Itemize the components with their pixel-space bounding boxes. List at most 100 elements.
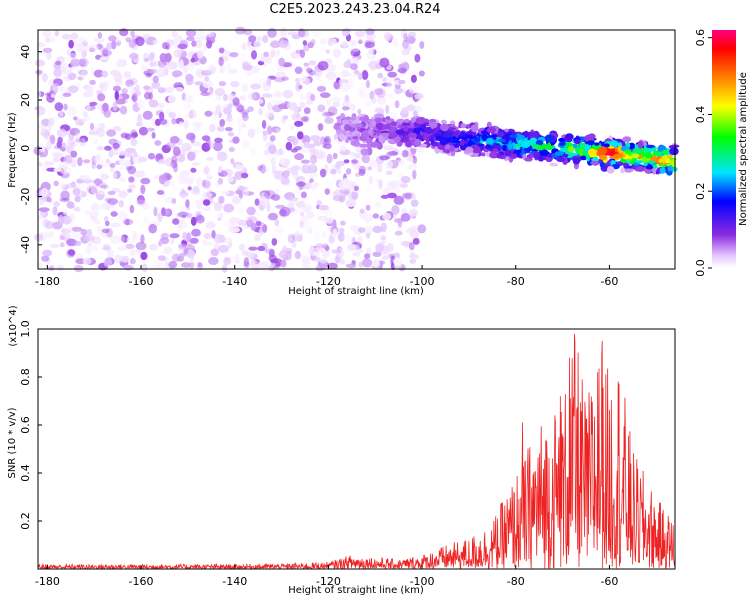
heatmap-cell <box>44 231 55 238</box>
heatmap-cell <box>283 115 288 119</box>
heatmap-cell <box>230 95 235 100</box>
heatmap-cell <box>80 118 86 123</box>
heatmap-cell <box>52 83 59 92</box>
heatmap-cell <box>286 142 292 151</box>
heatmap-cell <box>229 228 240 232</box>
heatmap-cell <box>272 238 278 246</box>
heatmap-cell <box>149 100 159 108</box>
heatmap-cell <box>338 80 342 84</box>
heatmap-cell <box>46 51 52 60</box>
heatmap-cell <box>262 120 266 129</box>
heatmap-cell <box>386 243 393 252</box>
heatmap-cell <box>184 120 189 129</box>
heatmap-cell <box>58 215 64 225</box>
heatmap-cell <box>183 248 188 254</box>
heatmap-cell <box>313 251 321 256</box>
y-tick-label: 0 <box>19 145 32 152</box>
heatmap-cell <box>190 168 196 173</box>
heatmap-cell <box>196 215 205 224</box>
heatmap-cell <box>306 164 315 172</box>
heatmap-cell <box>99 57 109 61</box>
heatmap-cell <box>248 35 256 42</box>
heatmap-cell <box>376 88 386 98</box>
heatmap-cell <box>342 106 350 110</box>
heatmap-cell <box>130 31 135 37</box>
heatmap-cell <box>250 84 261 90</box>
heatmap-cell <box>402 150 409 157</box>
heatmap-cell <box>350 63 358 70</box>
heatmap-cell <box>303 40 307 46</box>
heatmap-cell <box>497 153 502 159</box>
heatmap-cell <box>83 258 92 265</box>
heatmap-cell <box>57 265 65 272</box>
heatmap-cell <box>358 236 363 245</box>
heatmap-cell <box>131 95 135 101</box>
heatmap-cell <box>411 199 419 207</box>
heatmap-cell <box>364 101 371 105</box>
heatmap-cell <box>362 258 373 267</box>
heatmap-cell <box>166 39 174 47</box>
heatmap-cell <box>385 105 389 114</box>
heatmap-cell <box>339 228 345 234</box>
heatmap-cell <box>278 58 285 67</box>
heatmap-cell <box>194 262 198 266</box>
heatmap-cell <box>295 251 301 259</box>
heatmap-cell <box>409 209 419 217</box>
heatmap-cell <box>282 90 293 98</box>
heatmap-cell <box>270 259 278 264</box>
heatmap-cell <box>82 111 88 118</box>
heatmap-cell <box>255 128 262 134</box>
heatmap-cell <box>366 205 371 211</box>
heatmap-cell <box>219 119 225 127</box>
heatmap-cell <box>205 242 214 246</box>
heatmap-cell <box>229 217 238 225</box>
heatmap-cell <box>180 206 185 211</box>
heatmap-cell <box>189 262 194 269</box>
heatmap-cell <box>622 163 629 166</box>
heatmap-cell <box>295 82 301 92</box>
heatmap-cell <box>179 121 184 127</box>
heatmap-cell <box>622 136 631 142</box>
heatmap-cell <box>300 49 305 58</box>
heatmap-cell <box>108 191 116 195</box>
heatmap-cell <box>403 33 407 42</box>
heatmap-cell <box>346 264 357 268</box>
heatmap-cell <box>102 229 110 234</box>
heatmap-cell <box>157 190 164 195</box>
heatmap-cell <box>159 175 166 184</box>
heatmap-cell <box>113 102 118 111</box>
heatmap-cell <box>47 197 52 202</box>
heatmap-cell <box>128 176 134 182</box>
heatmap-cell <box>170 136 180 144</box>
heatmap-cell <box>200 92 210 96</box>
heatmap-cell <box>129 40 137 48</box>
heatmap-cell <box>71 33 79 40</box>
heatmap-cell <box>248 92 257 100</box>
heatmap-cell <box>669 147 678 155</box>
heatmap-cell <box>362 154 370 163</box>
heatmap-cell <box>410 252 415 257</box>
x-tick-label: -60 <box>600 575 618 588</box>
heatmap-cell <box>245 190 249 196</box>
heatmap-cell <box>247 45 253 51</box>
heatmap-cell <box>397 68 406 73</box>
heatmap-cell <box>406 125 414 128</box>
heatmap-cell <box>55 30 59 36</box>
heatmap-cell <box>395 231 403 236</box>
heatmap-cell <box>229 147 235 152</box>
heatmap-cell <box>335 164 341 170</box>
heatmap-cell <box>197 50 203 59</box>
x-tick-label: -140 <box>222 275 247 288</box>
heatmap-cell <box>209 141 215 149</box>
heatmap-cell <box>214 215 222 219</box>
heatmap-cell <box>660 167 666 174</box>
heatmap-cell <box>130 139 137 146</box>
heatmap-cell <box>260 164 266 174</box>
heatmap-cell <box>384 32 392 40</box>
heatmap-cell <box>416 148 424 153</box>
heatmap-cell <box>268 145 276 155</box>
heatmap-cell <box>165 209 169 215</box>
heatmap-cell <box>53 157 60 162</box>
heatmap-cell <box>316 200 322 206</box>
heatmap-cell <box>79 210 88 214</box>
